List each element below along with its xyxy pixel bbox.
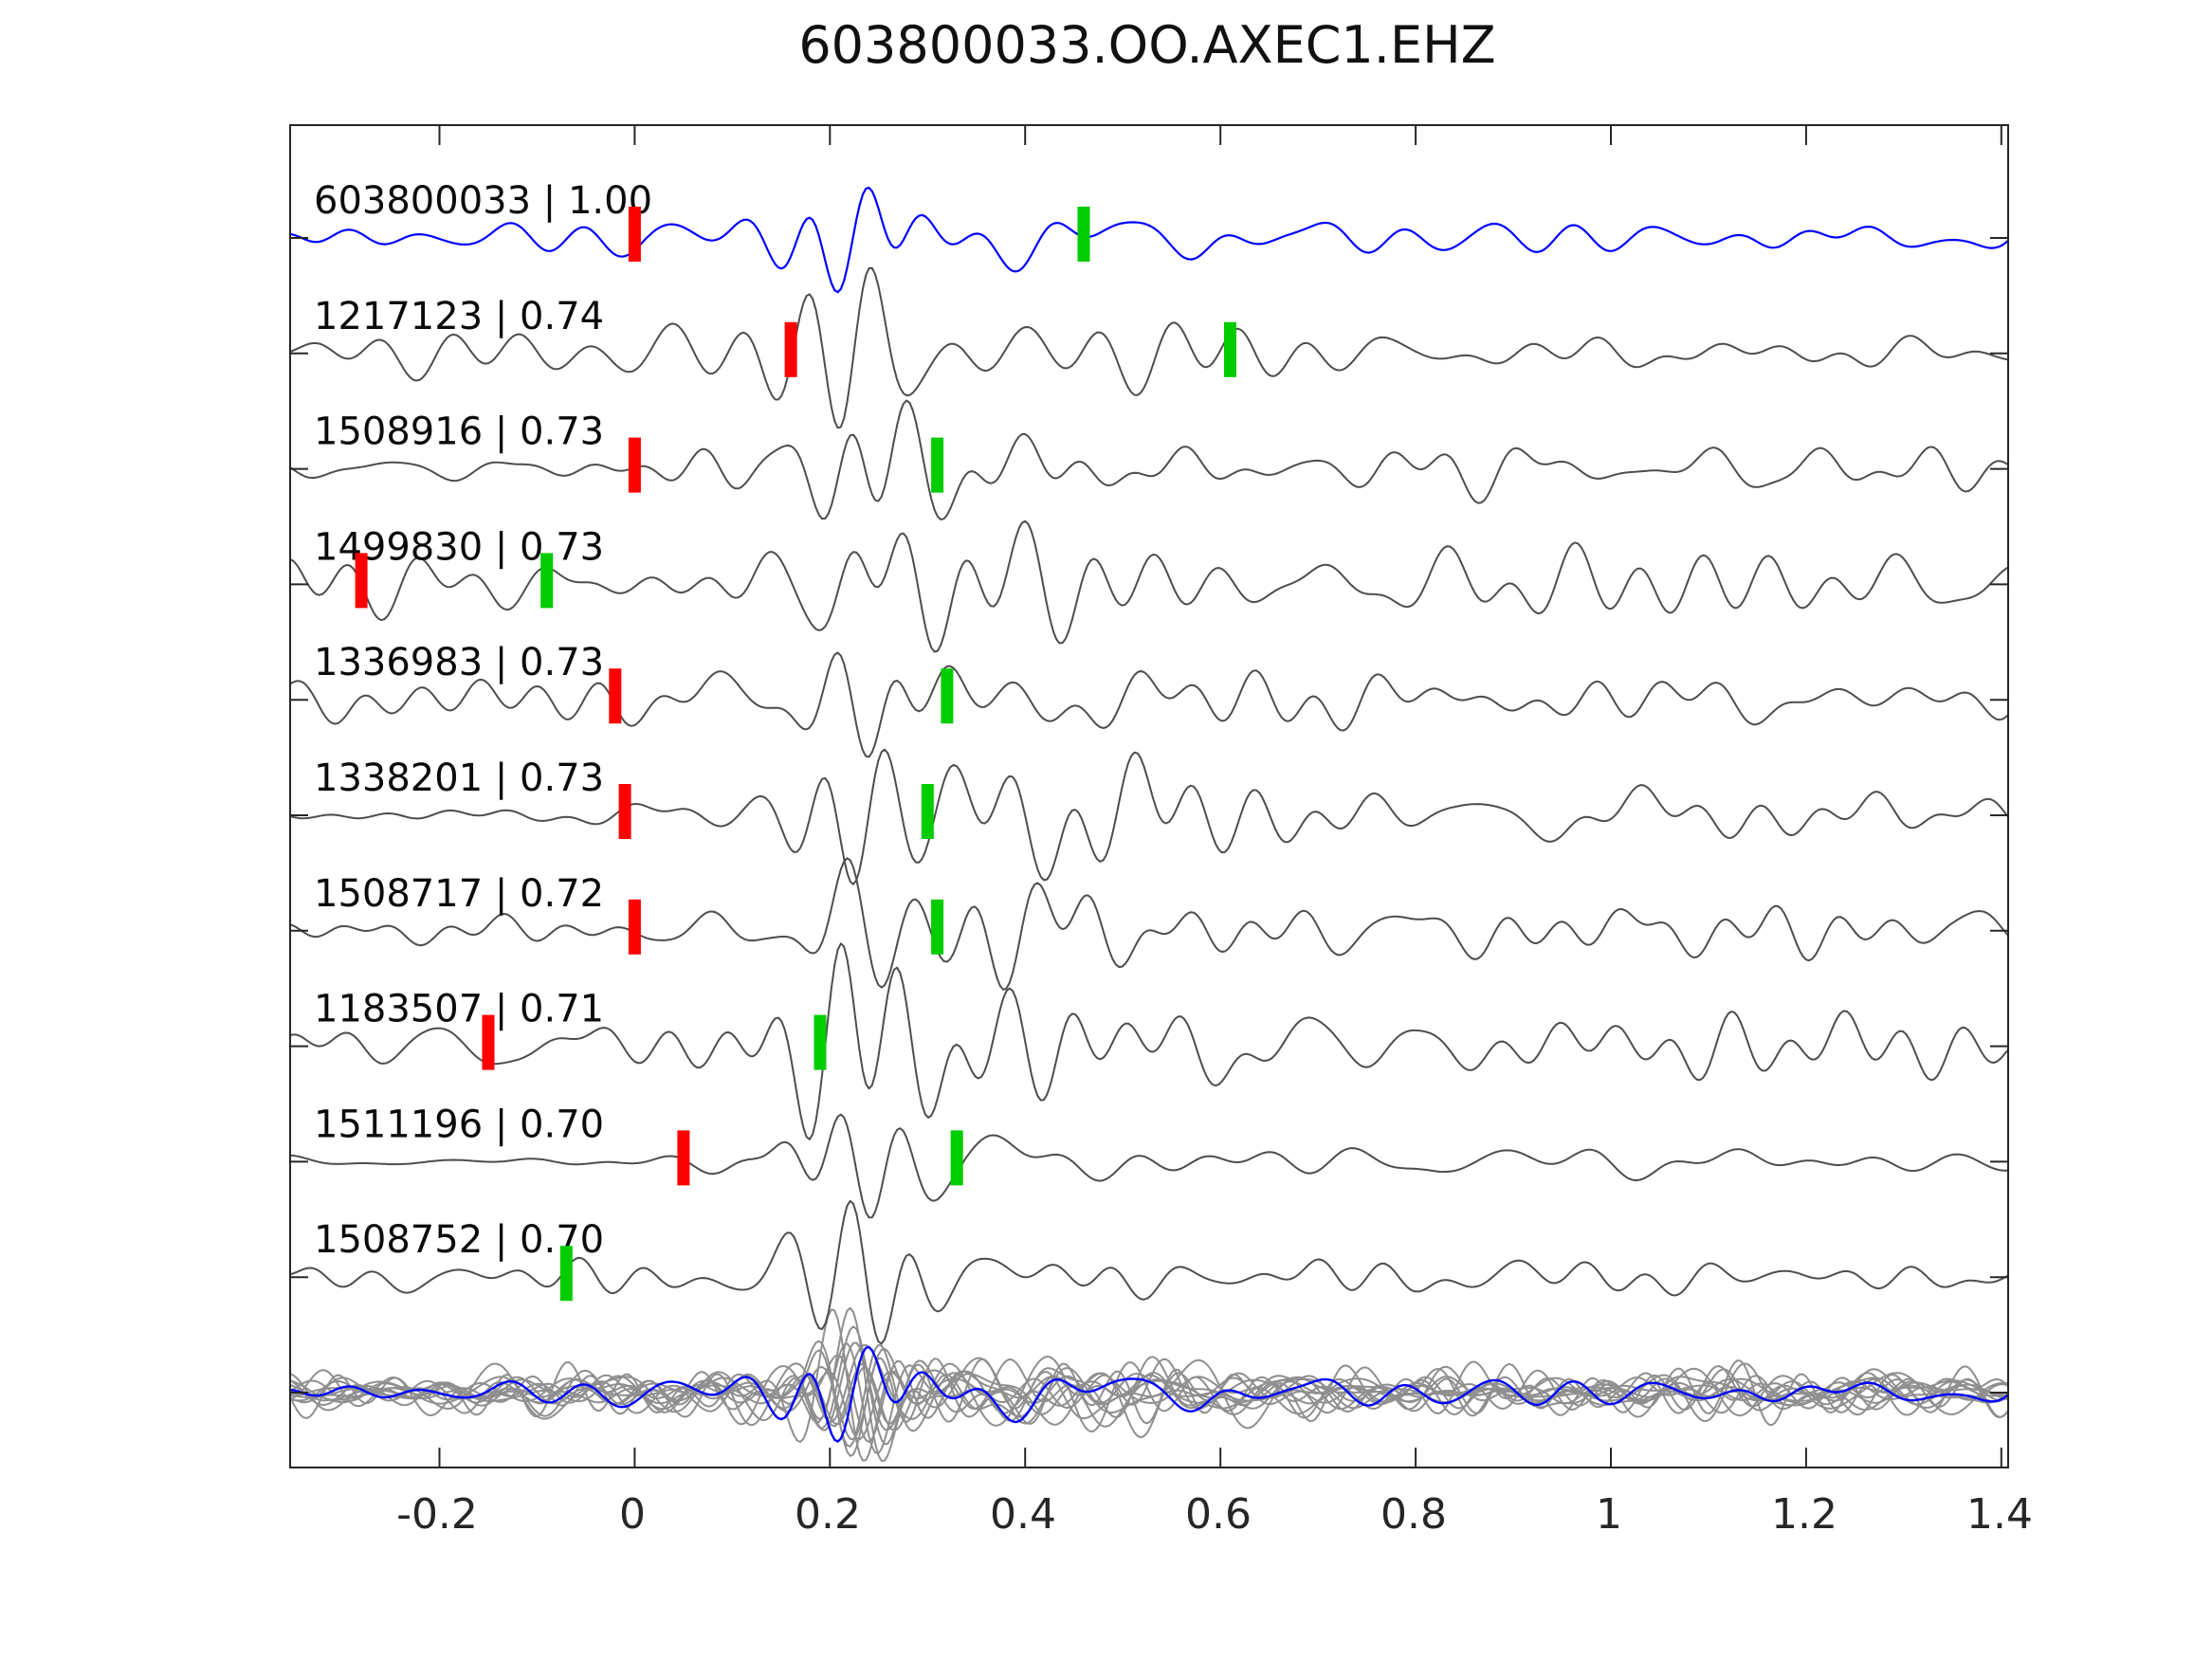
x-tick-label: 1 (1596, 1490, 1622, 1539)
trace-label: 1511196 | 0.70 (314, 1103, 604, 1146)
waveform-trace (291, 942, 2007, 1140)
overlay-gray-trace (291, 1343, 2007, 1427)
waveform-trace (291, 748, 2007, 885)
red-pick-marker (628, 437, 641, 493)
red-pick-marker (677, 1130, 690, 1186)
x-tick-label: 0.4 (990, 1490, 1056, 1539)
x-tick-label: -0.2 (396, 1490, 478, 1539)
green-pick-marker (931, 899, 944, 955)
trace-label: 1508717 | 0.72 (314, 872, 604, 916)
green-pick-marker (921, 784, 934, 839)
waveform-trace (291, 1199, 2007, 1345)
waveform-trace (291, 266, 2007, 429)
x-tick-label: 1.2 (1771, 1490, 1837, 1539)
trace-label: 1338201 | 0.73 (314, 757, 604, 800)
overlay-gray-trace (291, 1342, 2007, 1454)
waveform-trace (291, 399, 2007, 520)
green-pick-marker (950, 1130, 963, 1186)
waveform-trace (291, 651, 2007, 758)
overlay-gray-trace (291, 1308, 2007, 1462)
overlay-reference-trace (291, 1345, 2007, 1443)
plot-area: 603800033 | 1.00 1217123 | 0.74 1508916 | … (289, 124, 2009, 1468)
red-pick-marker (609, 668, 622, 724)
green-pick-marker (540, 553, 554, 609)
trace-label: 1336983 | 0.73 (314, 641, 604, 684)
waveform-plot-svg: 603800033 | 1.00 1217123 | 0.74 1508916 | … (291, 126, 2007, 1467)
waveform-trace (291, 857, 2007, 991)
red-pick-marker (618, 784, 631, 839)
x-tick-label: 0.2 (795, 1490, 861, 1539)
x-tick-label: 0.6 (1185, 1490, 1252, 1539)
green-pick-marker (1224, 321, 1236, 377)
red-pick-marker (355, 553, 368, 609)
trace-label: 1183507 | 0.71 (314, 988, 604, 1031)
chart-title: 603800033.OO.AXEC1.EHZ (798, 15, 1496, 75)
trace-label: 603800033 | 1.00 (314, 179, 652, 223)
green-pick-marker (559, 1246, 573, 1302)
trace-label: 1508916 | 0.73 (314, 410, 604, 454)
waveform-trace (291, 186, 2007, 294)
x-tick-label: 1.4 (1966, 1490, 2033, 1539)
x-tick-label: 0.8 (1380, 1490, 1447, 1539)
green-pick-marker (931, 437, 944, 493)
overlay-gray-trace (291, 1343, 2007, 1448)
green-pick-marker (941, 668, 954, 724)
red-pick-marker (628, 899, 641, 955)
trace-label: 1217123 | 0.74 (314, 295, 604, 338)
x-tick-label: 0 (619, 1490, 646, 1539)
waveform-trace (291, 520, 2007, 653)
green-pick-marker (814, 1014, 827, 1070)
red-pick-marker (628, 207, 641, 262)
green-pick-marker (1077, 207, 1090, 262)
overlay-gray-trace (291, 1359, 2007, 1441)
waveform-trace (291, 1113, 2007, 1219)
red-pick-marker (482, 1014, 495, 1070)
overlay-gray-trace (291, 1325, 2007, 1446)
overlay-gray-trace (291, 1341, 2007, 1431)
trace-label: 1508752 | 0.70 (314, 1218, 604, 1262)
red-pick-marker (784, 321, 797, 377)
